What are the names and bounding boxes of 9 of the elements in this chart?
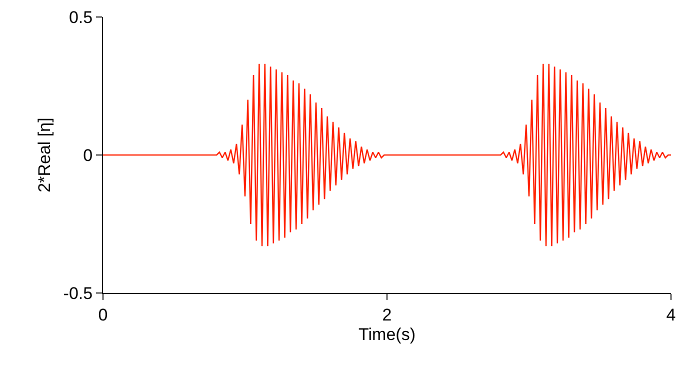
x-tick-label: 0 — [98, 305, 108, 324]
line-series — [103, 63, 671, 247]
x-axis-title: Time(s) — [358, 324, 416, 344]
y-axis-title: 2*Real [η] — [34, 118, 54, 192]
y-tick-label: 0.5 — [68, 8, 93, 27]
x-tick-label: 2 — [382, 305, 392, 324]
y-tick-label: 0 — [83, 146, 93, 165]
x-tick-label: 4 — [666, 305, 676, 324]
y-tick-label: -0.5 — [63, 284, 93, 303]
